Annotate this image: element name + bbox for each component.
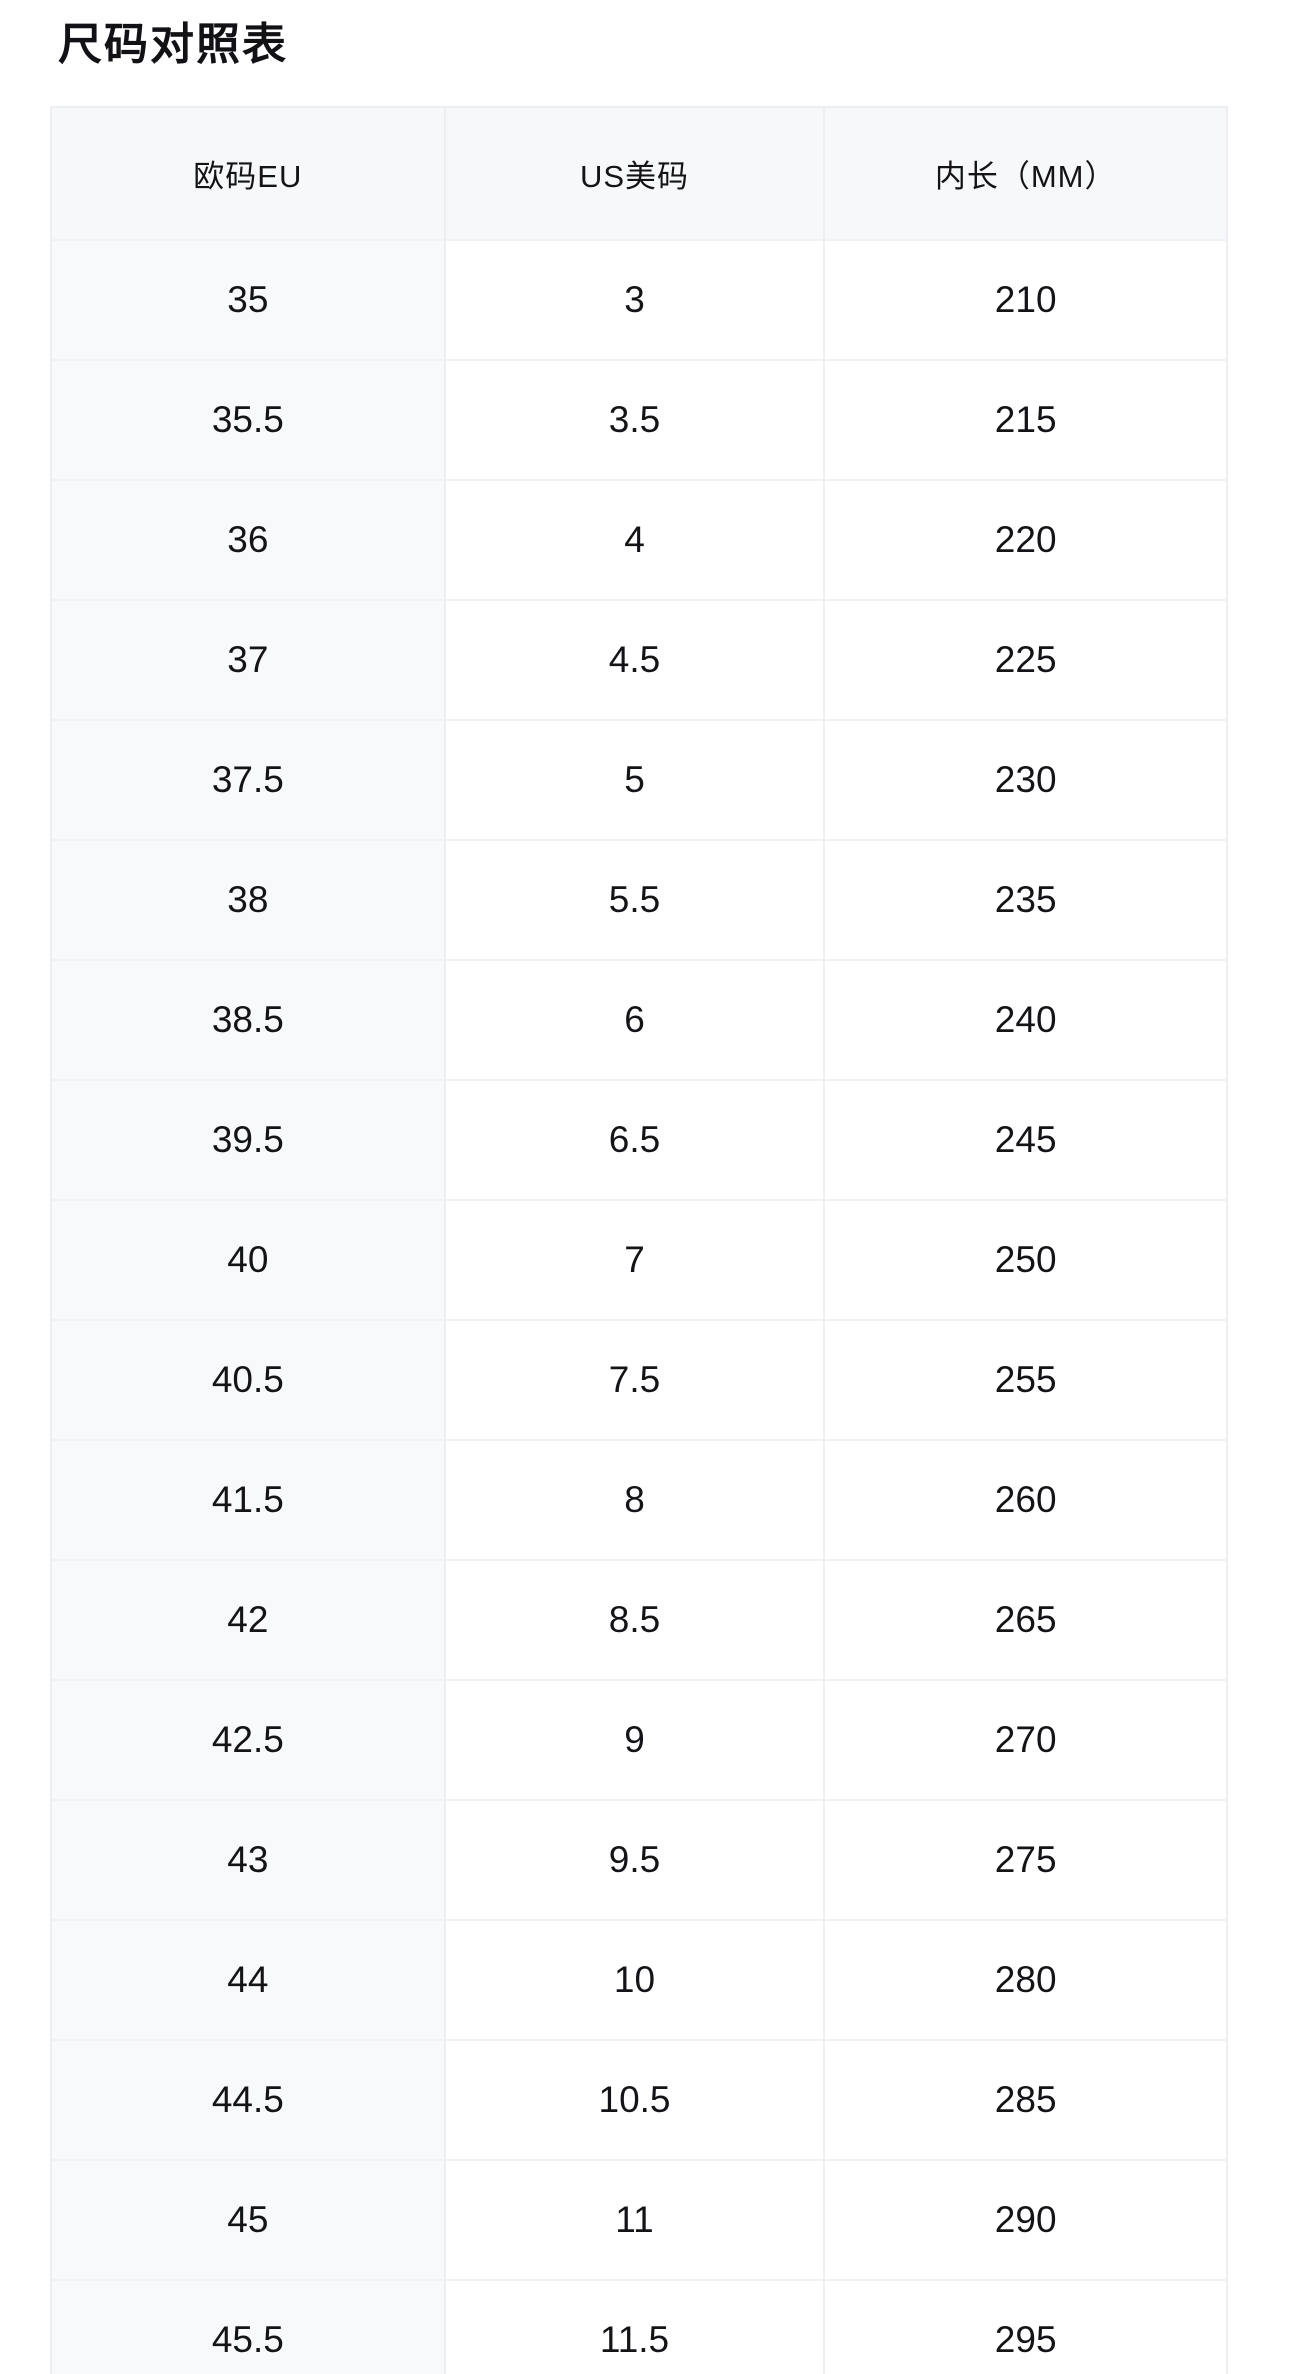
table-row: 36 4 220 bbox=[52, 479, 1226, 599]
table-cell: 4 bbox=[443, 479, 824, 599]
table-cell: 235 bbox=[823, 839, 1226, 959]
table-row: 35.5 3.5 215 bbox=[52, 359, 1226, 479]
table-row: 38.5 6 240 bbox=[52, 959, 1226, 1079]
table-cell: 280 bbox=[823, 1919, 1226, 2039]
table-cell: 290 bbox=[823, 2159, 1226, 2279]
table-cell: 8 bbox=[443, 1439, 824, 1559]
table-row: 43 9.5 275 bbox=[52, 1799, 1226, 1919]
table-row: 40.5 7.5 255 bbox=[52, 1319, 1226, 1439]
table-cell: 38 bbox=[52, 839, 444, 959]
size-table: 欧码EU US美码 内长（MM） 35 3 210 35.5 3.5 215 36 4 220 37 4… bbox=[50, 106, 1228, 2374]
table-cell: 36 bbox=[52, 479, 444, 599]
table-cell: 43 bbox=[52, 1799, 444, 1919]
table-cell: 10.5 bbox=[443, 2039, 824, 2159]
table-cell: 270 bbox=[823, 1679, 1226, 1799]
table-cell: 35 bbox=[52, 239, 444, 359]
table-cell: 225 bbox=[823, 599, 1226, 719]
scrollbar[interactable] bbox=[1271, 0, 1290, 2374]
table-cell: 45 bbox=[52, 2159, 444, 2279]
table-cell: 39.5 bbox=[52, 1079, 444, 1199]
table-cell: 3.5 bbox=[443, 359, 824, 479]
table-row: 45 11 290 bbox=[52, 2159, 1226, 2279]
table-cell: 250 bbox=[823, 1199, 1226, 1319]
table-cell: 38.5 bbox=[52, 959, 444, 1079]
table-cell: 42 bbox=[52, 1559, 444, 1679]
table-cell: 230 bbox=[823, 719, 1226, 839]
table-cell: 4.5 bbox=[443, 599, 824, 719]
table-cell: 245 bbox=[823, 1079, 1226, 1199]
table-row: 42.5 9 270 bbox=[52, 1679, 1226, 1799]
table-header-row: 欧码EU US美码 内长（MM） bbox=[52, 108, 1226, 239]
table-row: 35 3 210 bbox=[52, 239, 1226, 359]
table-cell: 10 bbox=[443, 1919, 824, 2039]
column-header: 欧码EU bbox=[52, 108, 444, 239]
table-cell: 5 bbox=[443, 719, 824, 839]
table-cell: 35.5 bbox=[52, 359, 444, 479]
table-cell: 9 bbox=[443, 1679, 824, 1799]
table-cell: 260 bbox=[823, 1439, 1226, 1559]
table-row: 38 5.5 235 bbox=[52, 839, 1226, 959]
table-cell: 9.5 bbox=[443, 1799, 824, 1919]
table-cell: 265 bbox=[823, 1559, 1226, 1679]
table-cell: 295 bbox=[823, 2279, 1226, 2374]
table-cell: 42.5 bbox=[52, 1679, 444, 1799]
table-cell: 210 bbox=[823, 239, 1226, 359]
table-cell: 37 bbox=[52, 599, 444, 719]
table-cell: 7.5 bbox=[443, 1319, 824, 1439]
table-cell: 8.5 bbox=[443, 1559, 824, 1679]
table-body: 35 3 210 35.5 3.5 215 36 4 220 37 4.5 225 37.5 5 230 38… bbox=[52, 239, 1226, 2374]
table-cell: 44 bbox=[52, 1919, 444, 2039]
table-cell: 37.5 bbox=[52, 719, 444, 839]
table-row: 44.5 10.5 285 bbox=[52, 2039, 1226, 2159]
table-cell: 41.5 bbox=[52, 1439, 444, 1559]
column-header: US美码 bbox=[443, 108, 824, 239]
table-cell: 6.5 bbox=[443, 1079, 824, 1199]
table-cell: 6 bbox=[443, 959, 824, 1079]
table-row: 37 4.5 225 bbox=[52, 599, 1226, 719]
table-row: 40 7 250 bbox=[52, 1199, 1226, 1319]
table-row: 37.5 5 230 bbox=[52, 719, 1226, 839]
table-cell: 11.5 bbox=[443, 2279, 824, 2374]
table-row: 45.5 11.5 295 bbox=[52, 2279, 1226, 2374]
table-row: 41.5 8 260 bbox=[52, 1439, 1226, 1559]
table-cell: 11 bbox=[443, 2159, 824, 2279]
table-cell: 40 bbox=[52, 1199, 444, 1319]
table-row: 42 8.5 265 bbox=[52, 1559, 1226, 1679]
table-cell: 40.5 bbox=[52, 1319, 444, 1439]
column-header: 内长（MM） bbox=[823, 108, 1226, 239]
table-cell: 285 bbox=[823, 2039, 1226, 2159]
table-cell: 7 bbox=[443, 1199, 824, 1319]
table-cell: 220 bbox=[823, 479, 1226, 599]
table-cell: 5.5 bbox=[443, 839, 824, 959]
table-cell: 240 bbox=[823, 959, 1226, 1079]
table-row: 39.5 6.5 245 bbox=[52, 1079, 1226, 1199]
table-cell: 45.5 bbox=[52, 2279, 444, 2374]
table-cell: 275 bbox=[823, 1799, 1226, 1919]
table-cell: 3 bbox=[443, 239, 824, 359]
table-cell: 44.5 bbox=[52, 2039, 444, 2159]
table-cell: 215 bbox=[823, 359, 1226, 479]
table-row: 44 10 280 bbox=[52, 1919, 1226, 2039]
table-cell: 255 bbox=[823, 1319, 1226, 1439]
page-title: 尺码对照表 bbox=[58, 20, 288, 69]
